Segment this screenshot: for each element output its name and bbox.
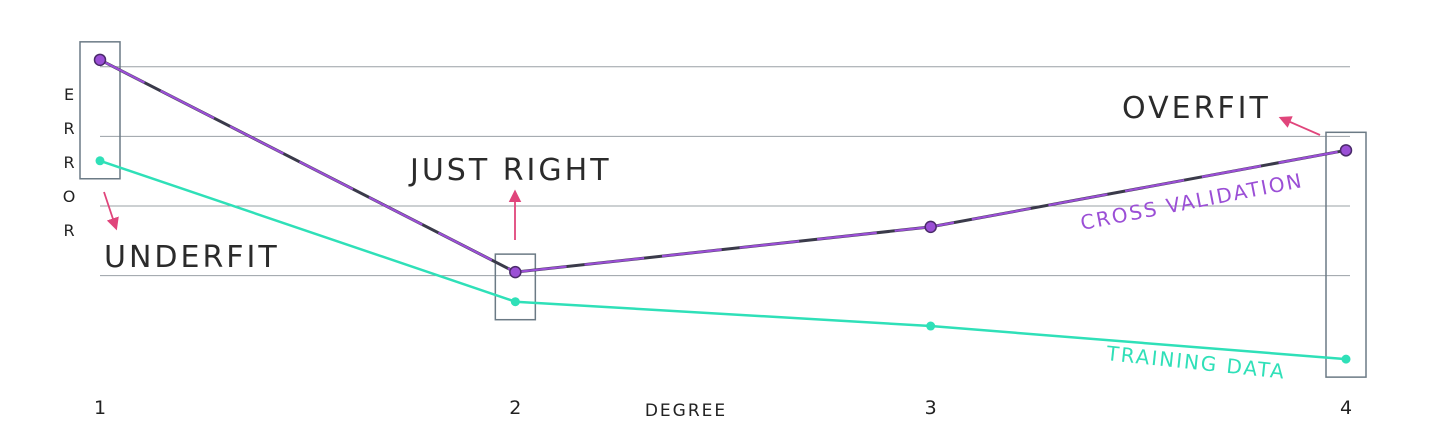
training-data-point-2 [510, 297, 520, 307]
cross-validation-point-2 [509, 265, 522, 279]
underfit-arrow [103, 191, 119, 231]
x-tick-label: 4 [1340, 397, 1352, 419]
underfit-box [79, 41, 121, 180]
cross-validation-point-1 [93, 53, 107, 67]
overfit-arrow [1278, 116, 1321, 136]
series-lines [93, 53, 1353, 364]
cross-validation-line [99, 58, 1347, 274]
training-data-point-3 [926, 321, 936, 331]
y-axis-label-letter: R [63, 153, 74, 172]
highlight-boxes [79, 41, 1367, 378]
x-tick-label: 3 [925, 397, 937, 419]
overfit-box [1325, 131, 1367, 378]
training-data-point-1 [95, 156, 105, 166]
training-data-point-4 [1341, 354, 1351, 364]
y-axis-label-letter: R [63, 221, 74, 240]
training-data-line [99, 159, 1347, 361]
x-tick-label: 2 [509, 397, 521, 419]
y-axis-label-letter: E [64, 85, 74, 104]
cross-validation-point-4 [1339, 144, 1353, 157]
x-axis-label: DEGREE [645, 401, 727, 421]
annotation-arrows [103, 116, 1321, 240]
overfit-label: OVERFIT [1122, 91, 1271, 126]
just-right-label: JUST RIGHT [408, 153, 612, 188]
gridlines [100, 66, 1350, 277]
y-axis-label-letter: O [63, 187, 76, 206]
just-right-box [494, 253, 537, 321]
x-tick-label: 1 [94, 397, 106, 419]
y-axis-label-letter: R [63, 119, 74, 138]
underfit-label: UNDERFIT [104, 240, 280, 275]
cross-validation-point-3 [924, 220, 937, 234]
